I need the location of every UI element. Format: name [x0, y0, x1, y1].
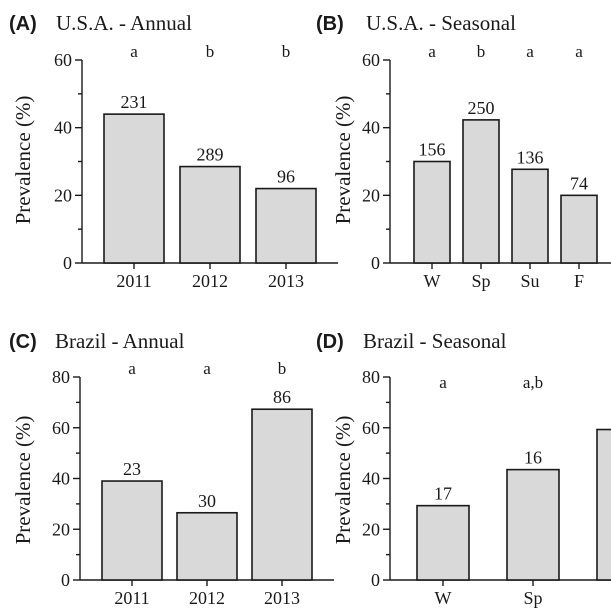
y-tick-label: 80 [362, 367, 380, 387]
y-tick-label: 80 [52, 367, 70, 387]
bar [103, 113, 165, 264]
significance-label: b [477, 42, 486, 61]
significance-label: a [439, 373, 447, 392]
bar [101, 480, 163, 581]
data-label: 23 [123, 459, 141, 479]
bar [179, 165, 241, 264]
y-tick-label: 60 [362, 418, 380, 438]
significance-label: b [278, 359, 287, 378]
panel-label: (D) [316, 331, 344, 353]
y-tick-label: 20 [362, 519, 380, 539]
y-axis-label: Prevalence (%) [331, 96, 355, 225]
x-tick-label: Sp [523, 588, 542, 608]
data-label: 250 [468, 98, 495, 118]
data-label: 289 [197, 145, 224, 165]
significance-label: b [206, 42, 215, 61]
bar [462, 119, 500, 264]
data-label: 74 [570, 173, 588, 193]
y-tick-label: 20 [54, 185, 72, 205]
panel-title: U.S.A. - Seasonal [366, 11, 516, 35]
x-tick-label: Sp [471, 271, 490, 291]
data-label: 96 [277, 167, 295, 187]
data-label: 156 [419, 140, 446, 160]
y-axis-label: Prevalence (%) [331, 416, 355, 545]
data-label: 17 [434, 484, 452, 504]
data-label: 86 [273, 387, 291, 407]
y-tick-label: 40 [362, 469, 380, 489]
y-tick-label: 40 [54, 118, 72, 138]
x-tick-label: W [435, 588, 452, 608]
y-tick-label: 20 [52, 519, 70, 539]
significance-label: a,b [523, 373, 543, 392]
bar [413, 160, 451, 264]
data-label: 106 [610, 408, 611, 428]
data-label: 16 [524, 448, 542, 468]
data-label: 30 [198, 491, 216, 511]
bar [596, 428, 611, 581]
significance-label: a [203, 359, 211, 378]
x-tick-label: 2012 [189, 588, 225, 608]
x-tick-label: F [574, 271, 584, 291]
x-tick-label: 2011 [116, 271, 151, 291]
bar [560, 194, 598, 264]
y-tick-label: 40 [362, 118, 380, 138]
y-tick-label: 60 [362, 50, 380, 70]
panel-title: Brazil - Annual [55, 329, 185, 353]
bar [511, 168, 549, 264]
x-tick-label: 2011 [114, 588, 149, 608]
x-tick-label: 2013 [268, 271, 304, 291]
significance-label: a [428, 42, 436, 61]
bar [176, 511, 238, 581]
y-tick-label: 20 [362, 185, 380, 205]
panel-label: (C) [9, 331, 37, 353]
y-axis-label: Prevalence (%) [11, 96, 35, 225]
panel-label: (A) [9, 13, 37, 35]
x-tick-label: 2012 [192, 271, 228, 291]
panel-label: (B) [316, 13, 344, 35]
bar [251, 408, 313, 581]
significance-label: a [130, 42, 138, 61]
bar [255, 187, 317, 264]
y-tick-label: 60 [54, 50, 72, 70]
significance-label: b [282, 42, 291, 61]
y-axis-label: Prevalence (%) [11, 416, 35, 545]
x-tick-label: Su [520, 271, 539, 291]
significance-label: a [526, 42, 534, 61]
panel-title: Brazil - Seasonal [363, 329, 507, 353]
y-tick-label: 0 [371, 570, 380, 590]
y-tick-label: 0 [63, 253, 72, 273]
x-tick-label: 2013 [264, 588, 300, 608]
y-tick-label: 0 [61, 570, 70, 590]
y-tick-label: 0 [371, 253, 380, 273]
y-tick-label: 60 [52, 418, 70, 438]
data-label: 231 [121, 92, 148, 112]
y-tick-label: 40 [52, 469, 70, 489]
significance-label: a [128, 359, 136, 378]
panel-title: U.S.A. - Annual [56, 11, 192, 35]
bar [506, 468, 560, 581]
bar [416, 504, 470, 581]
data-label: 136 [517, 147, 544, 167]
significance-label: a [575, 42, 583, 61]
x-tick-label: W [424, 271, 441, 291]
